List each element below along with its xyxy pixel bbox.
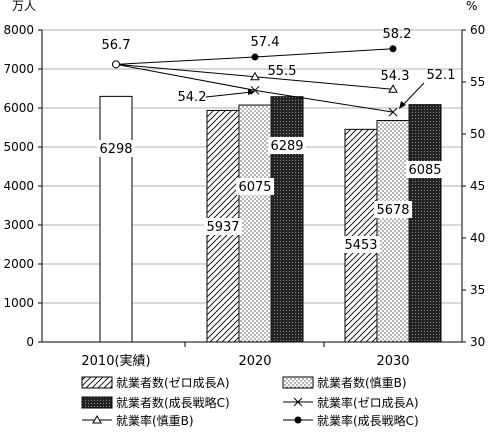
leader-arrow bbox=[248, 89, 255, 95]
left-tick-label: 4000 bbox=[3, 179, 34, 193]
left-tick-label: 1000 bbox=[3, 296, 34, 310]
bar bbox=[238, 104, 272, 343]
right-tick-label: 30 bbox=[470, 335, 485, 349]
triangle-marker bbox=[250, 71, 260, 81]
bar-value-label: 6298 bbox=[99, 142, 132, 157]
leader-line bbox=[401, 82, 425, 107]
left-tick-label: 2000 bbox=[3, 257, 34, 271]
bar bbox=[376, 120, 410, 343]
legend-swatch bbox=[81, 376, 113, 389]
bar-label-box bbox=[268, 137, 306, 154]
dot-marker bbox=[251, 53, 259, 61]
bar-label-box bbox=[97, 140, 135, 157]
bar bbox=[408, 104, 442, 343]
bar-value-label: 5937 bbox=[206, 220, 239, 235]
bar-label-box bbox=[236, 178, 274, 195]
bar-label-box bbox=[342, 236, 380, 253]
bar bbox=[99, 95, 133, 343]
legend-label: 就業者数(ゼロ成長A) bbox=[116, 375, 230, 390]
left-tick-label: 7000 bbox=[3, 62, 34, 76]
x-marker bbox=[388, 107, 398, 117]
line-value-label: 54.2 bbox=[178, 90, 207, 105]
line-value-label: 58.2 bbox=[383, 27, 412, 42]
bar bbox=[270, 96, 304, 343]
right-tick-label: 45 bbox=[470, 179, 485, 193]
axes: 0 1000 2000 3000 4000 5000 6000 7000 8000 30 35 40 4… bbox=[3, 0, 485, 369]
bar-value-label: 5453 bbox=[344, 238, 377, 253]
start-marker bbox=[112, 60, 120, 69]
line-value-label: 54.3 bbox=[381, 69, 410, 84]
data-labels: 6298 5937 6075 6289 5453 5678 6085 54.2 52.1 55.5… bbox=[97, 27, 455, 253]
bar-label-box bbox=[406, 161, 444, 178]
right-tick-label: 60 bbox=[470, 23, 485, 37]
legend-swatch bbox=[282, 376, 314, 389]
left-tick-label: 0 bbox=[26, 335, 34, 349]
right-unit-label: % bbox=[466, 0, 477, 13]
triangle-marker bbox=[388, 84, 398, 93]
left-tick-label: 3000 bbox=[3, 218, 34, 232]
line-value-label: 56.7 bbox=[102, 38, 131, 53]
leader-line bbox=[205, 91, 253, 98]
legend: 就業者数(ゼロ成長A) 就業者数(慎重B) 就業者数(成長戦略C) 就業率(ゼロ成長A… bbox=[81, 375, 419, 428]
bar-value-label: 6075 bbox=[238, 180, 271, 195]
bar-value-label: 6289 bbox=[270, 139, 303, 154]
legend-label: 就業率(ゼロ成長A) bbox=[317, 395, 419, 410]
leader-arrow bbox=[399, 101, 406, 109]
bars bbox=[99, 95, 442, 343]
legend-label: 就業率(成長戦略C) bbox=[317, 413, 419, 428]
left-unit-label: 万人 bbox=[12, 0, 36, 13]
lines bbox=[112, 45, 398, 117]
line-value-label: 52.1 bbox=[427, 68, 456, 83]
dot-marker bbox=[389, 45, 397, 53]
legend-label: 就業率(慎重B) bbox=[116, 413, 194, 428]
left-tick-label: 6000 bbox=[3, 101, 34, 115]
legend-x-marker bbox=[293, 397, 303, 407]
legend-label: 就業者数(慎重B) bbox=[317, 375, 407, 390]
line-value-label: 55.5 bbox=[268, 64, 297, 79]
line-value-label: 57.4 bbox=[251, 35, 280, 50]
legend-label: 就業者数(成長戦略C) bbox=[116, 395, 230, 410]
right-tick-label: 55 bbox=[470, 75, 485, 89]
category-label: 2010(実績) bbox=[81, 353, 150, 369]
right-tick-label: 50 bbox=[470, 127, 485, 141]
category-label: 2030 bbox=[376, 354, 409, 369]
bar-value-label: 6085 bbox=[408, 163, 441, 178]
bar-label-box bbox=[204, 218, 242, 235]
legend-dot-marker bbox=[294, 416, 302, 424]
legend-swatch bbox=[81, 396, 113, 409]
right-tick-label: 35 bbox=[470, 283, 485, 297]
right-tick-label: 40 bbox=[470, 231, 485, 245]
legend-triangle-marker bbox=[92, 414, 102, 424]
left-tick-label: 5000 bbox=[3, 140, 34, 154]
bar-value-label: 5678 bbox=[376, 203, 409, 218]
left-tick-label: 8000 bbox=[3, 23, 34, 37]
bar-label-box bbox=[374, 201, 412, 218]
bar bbox=[344, 128, 378, 343]
category-label: 2020 bbox=[238, 354, 271, 369]
